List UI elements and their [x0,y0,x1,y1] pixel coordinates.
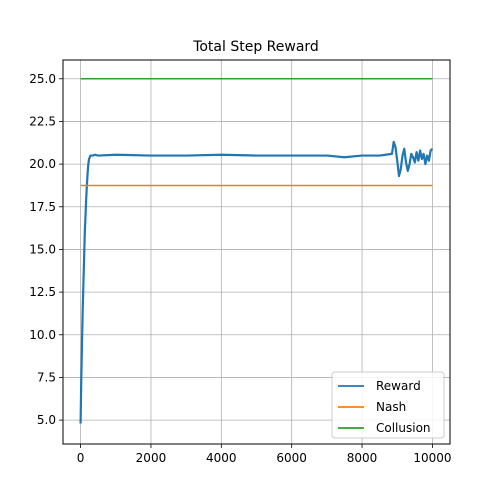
y-tick-label: 12.5 [29,285,56,299]
x-tick-label: 4000 [206,451,237,465]
axes-frame [62,59,451,445]
grid-layer [63,60,450,444]
y-tick-label: 10.0 [29,328,56,342]
legend-label-nash: Nash [376,400,406,414]
series-layer [79,78,434,424]
legend-label-collusion: Collusion [376,421,431,435]
chart-title: Total Step Reward [192,39,319,55]
legend-label-reward: Reward [376,379,421,393]
x-tick-label: 8000 [347,451,378,465]
legend-box [331,371,445,439]
y-tick-label: 25.0 [29,72,56,86]
y-tick-label: 5.0 [37,413,56,427]
x-tick-label: 10000 [413,451,451,465]
y-tick-label: 15.0 [29,242,56,256]
legend: Reward Nash Collusion [331,371,445,439]
y-tick-label: 22.5 [29,114,56,128]
x-tick-label: 6000 [276,451,307,465]
series-line-reward [79,140,434,424]
x-tick-label: 2000 [136,451,167,465]
y-tick-label: 7.5 [37,370,56,384]
y-tick-label: 17.5 [29,200,56,214]
y-tick-label: 20.0 [29,157,56,171]
x-tick-label: 0 [77,451,85,465]
tick-layer: 0 2000 4000 6000 8000 10000 5.0 7.5 10.0 12.5 15.0… [29,72,451,465]
